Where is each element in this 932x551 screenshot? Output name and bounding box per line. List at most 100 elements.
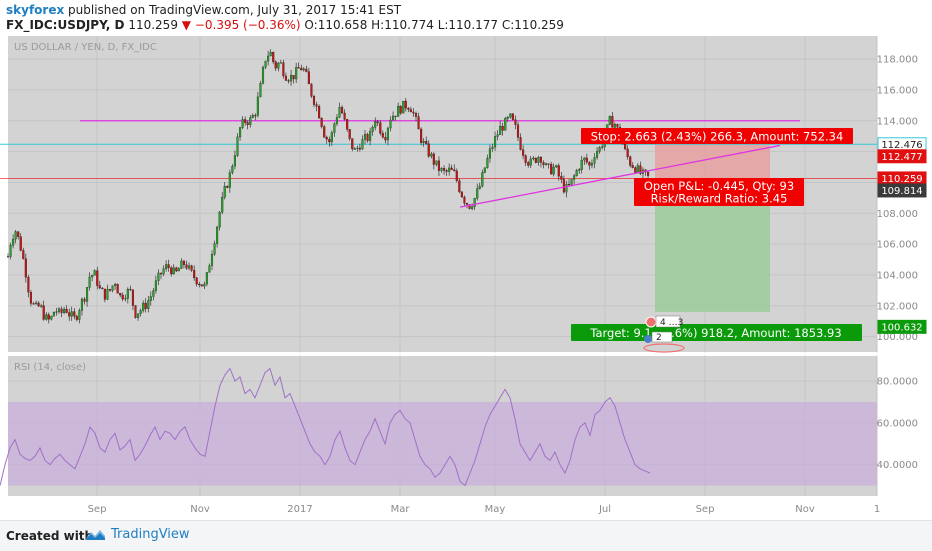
candle-body: [108, 288, 112, 291]
candle-body: [22, 250, 25, 259]
price-tick-label: 100.000: [877, 332, 918, 343]
x-tick-label: 1: [874, 504, 880, 515]
candle-body: [588, 161, 591, 166]
candle-body: [277, 62, 280, 69]
chart-area[interactable]: Sep Nov 2017 Mar May Jul Sep Nov 1 118.000 116.000…: [0, 34, 932, 520]
candle-body: [527, 162, 530, 166]
candle-body: [264, 60, 267, 68]
candle-body: [567, 184, 571, 186]
candle-body: [45, 314, 48, 320]
candle-body: [407, 108, 410, 110]
candle-body: [149, 296, 152, 301]
rsi-line: [0, 367, 651, 487]
candle-body: [111, 285, 114, 291]
candle-body: [379, 122, 382, 134]
candle-body: [272, 52, 275, 62]
price-tick-label: 104.000: [877, 270, 918, 281]
candle-body: [333, 123, 336, 133]
candle-body: [47, 314, 50, 320]
price-tick-label: 108.000: [877, 209, 918, 220]
candle-body: [287, 80, 290, 82]
candle-body: [210, 254, 214, 266]
tradingview-brand[interactable]: TradingView: [84, 527, 190, 542]
candle-body: [575, 170, 578, 176]
candle-body: [96, 270, 99, 286]
candle-body: [205, 272, 208, 285]
candle-body: [180, 260, 183, 269]
candle-body: [172, 267, 175, 275]
candle-body: [238, 127, 242, 138]
candle-body: [450, 167, 453, 170]
support-trendline: [459, 144, 781, 208]
author-name[interactable]: skyforex: [6, 3, 65, 17]
x-tick-label: Sep: [88, 504, 107, 515]
candle-body: [198, 283, 201, 286]
candle-body: [524, 155, 527, 163]
candle-body: [598, 147, 601, 152]
candle-body: [259, 83, 262, 98]
candle-body: [391, 115, 395, 121]
tradingview-brand-label: TradingView: [111, 527, 190, 542]
candle-body: [340, 107, 344, 114]
candle-body: [320, 117, 323, 127]
candle-body: [374, 121, 377, 128]
candle-body: [40, 305, 43, 307]
candle-body: [539, 157, 542, 163]
candle-body: [190, 265, 193, 271]
price-scale-label-text: 109.814: [881, 186, 922, 197]
candle-body: [249, 117, 252, 125]
candle-body: [580, 159, 583, 170]
candle-body: [6, 256, 10, 258]
price-scale-label-text: 112.476: [881, 140, 922, 151]
candle-body: [279, 62, 282, 64]
candle-body: [547, 163, 550, 165]
candle-body: [307, 71, 310, 85]
candle-body: [312, 96, 316, 105]
candle-body: [213, 243, 216, 255]
candle-body: [486, 157, 489, 168]
open-price: O:110.658: [304, 18, 368, 32]
price-scale-label: [877, 149, 927, 164]
candle-body: [165, 264, 168, 270]
candle-body: [471, 206, 474, 209]
candle-body: [195, 277, 198, 285]
candle-body: [63, 309, 66, 313]
candle-body: [412, 111, 415, 114]
candle-body: [244, 119, 247, 123]
candle-body: [170, 267, 173, 275]
candle-body: [144, 302, 147, 309]
x-tick-label: Sep: [696, 504, 715, 515]
x-tick-label: 2017: [287, 504, 312, 515]
marker-count-box: [655, 315, 681, 328]
candle-body: [134, 305, 137, 318]
price-tick-label: 118.000: [877, 55, 918, 66]
price-scale-background: [877, 36, 932, 496]
candle-body: [68, 312, 71, 317]
candle-body: [440, 168, 443, 171]
candle-body: [254, 115, 257, 117]
candle-body: [187, 265, 191, 269]
candle-body: [514, 119, 517, 125]
candle-body: [483, 167, 486, 173]
symbol-line: FX_IDC:USDJPY, D 110.259 ▼ −0.395 (−0.36…: [6, 18, 564, 32]
candle-body: [91, 275, 94, 278]
candle-body: [557, 165, 560, 177]
candle-body: [182, 260, 186, 265]
candle-body: [608, 116, 611, 125]
candle-body: [17, 231, 20, 237]
candle-body: [175, 267, 178, 272]
candle-body: [590, 163, 593, 166]
candle-body: [399, 106, 402, 114]
candle-body: [504, 118, 507, 131]
candle-body: [200, 284, 203, 287]
price-scale-label-text: 112.477: [881, 152, 922, 163]
candle-body: [631, 165, 634, 168]
price-tick-label: 116.000: [877, 85, 918, 96]
candle-body: [626, 148, 629, 158]
candle-body: [583, 157, 586, 161]
candle-body: [42, 305, 45, 320]
candle-body: [73, 311, 76, 317]
candle-body: [542, 162, 545, 166]
candle-body: [310, 83, 313, 97]
candle-body: [422, 141, 425, 143]
